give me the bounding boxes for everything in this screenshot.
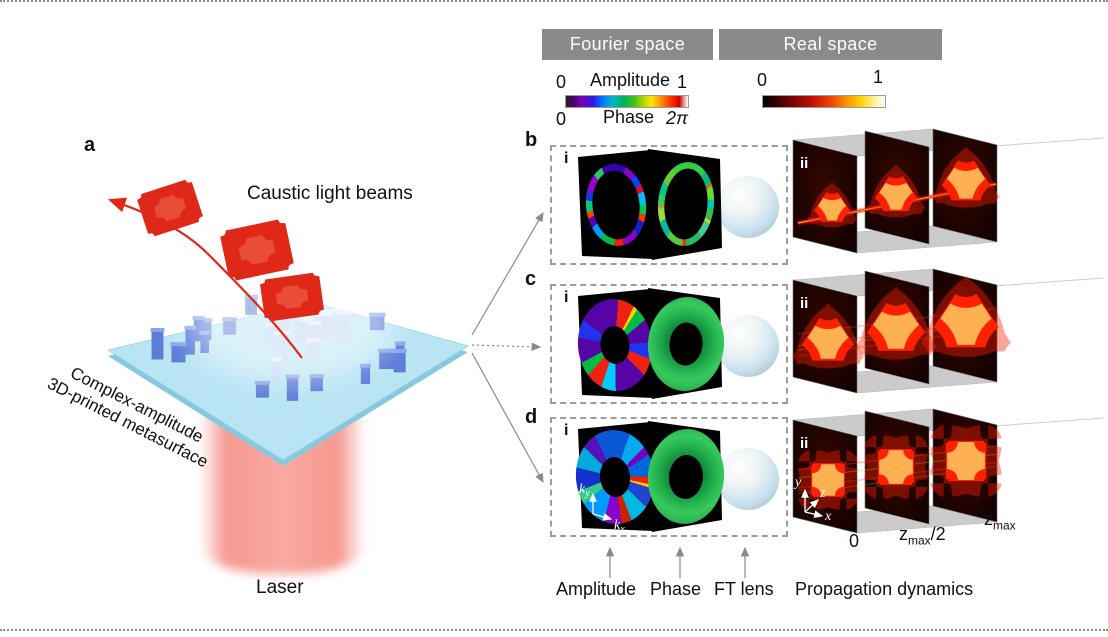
beam-trajectory-arrow [107,197,303,359]
subpanel-label-i: i [564,422,569,439]
pillar [310,377,323,392]
panel-label-c: c [525,268,537,290]
caustic-deltoid [946,312,986,343]
propagation-box-b: ii [792,128,1105,254]
caustic-deltoid [812,332,844,357]
bottom-label-propagation: Propagation dynamics [795,579,974,599]
amplitude-label: Amplitude [590,70,671,90]
amplitude-min-label: 0 [556,72,567,92]
disc-hole [667,321,705,367]
caustic-astroid4 [880,451,912,483]
pillar [171,345,186,363]
subpanel-label-i: i [564,289,569,306]
disc-hole [667,453,705,500]
pillar [185,329,195,355]
arrow-to-panel-d [471,352,544,484]
bottom-pointer-arrows [605,546,750,578]
ring-hole [661,166,711,242]
bottom-label-ft-lens: FT lens [714,579,774,599]
pillar [360,367,371,385]
propagation-box-d: y z x ii [790,404,1105,534]
caustic-beams-label: Caustic light beams [247,183,413,204]
pillar [151,331,164,360]
real-colorbar-min: 0 [757,70,768,90]
arrow-to-panel-b [471,211,544,336]
laser-label: Laser [256,577,304,598]
bottom-border-line [0,629,1108,631]
phase-min-label: 0 [556,109,567,129]
panel-label-d: d [525,406,538,428]
z-tick-half: zmax/2 [899,524,946,548]
bottom-label-phase: Phase [650,579,702,599]
top-border-line [0,0,1108,2]
fourier-panel-b: i [550,145,788,265]
pillar-top [254,380,271,385]
z-tick-max: zmax [984,509,1016,533]
ring-hole [589,168,643,242]
subpanel-label-ii: ii [800,435,808,452]
pillar [379,352,395,370]
fourier-panel-c: i [550,284,788,404]
ft-lens-sphere [717,315,779,377]
real-colorbar-max: 1 [873,67,884,87]
panel-label-b: b [525,129,538,151]
pillar-top [150,327,165,332]
panel-label-a: a [84,134,96,156]
propagation-box-c: ii [790,268,1105,394]
caustic-deltoid [883,188,909,208]
caustic-astroid [223,221,291,278]
pillar [255,384,270,398]
header-real-space: Real space [719,29,942,60]
caustic-deltoid [878,319,914,347]
bottom-label-amplitude: Amplitude [556,579,637,599]
svg-text:y: y [793,475,802,490]
amplitude-phase-colorbar [565,95,689,108]
amplitude-max-label: 1 [677,72,688,92]
ft-lens-sphere [717,176,779,238]
xyz-axes: y z x [793,475,832,524]
pillar [286,377,299,401]
caustic-astroid4 [813,465,843,495]
phase-label: Phase [603,107,655,127]
disc-hole [597,455,633,499]
panel-a-illustration [106,130,544,484]
pillar-top [394,341,406,346]
caustic-deltoid [821,202,843,219]
pillar-top [378,348,396,353]
caustic-deltoid [951,174,981,198]
caustic-astroid4 [948,443,984,479]
subpanel-label-ii: ii [800,295,808,312]
arrow-to-panel-c [471,342,542,351]
svg-text:z: z [819,486,826,501]
pillar-top [392,348,407,353]
disc-hole [598,324,632,366]
center-glow [185,258,395,382]
header-fourier-space: Fourier space [542,29,713,60]
svg-text:x: x [824,509,832,524]
phase-max-label: 2π [666,108,689,128]
subpanel-label-i: i [564,150,569,167]
pillar-top [359,363,372,368]
caustic-astroid [263,274,322,319]
ft-lens-sphere [717,448,779,510]
subpanel-label-ii: ii [800,155,808,172]
pillar [393,352,406,373]
pillar-top [170,342,187,347]
z-tick-zero: 0 [849,531,860,551]
fourier-panel-d: ky kx i [550,417,788,537]
real-space-colorbar [762,95,886,108]
